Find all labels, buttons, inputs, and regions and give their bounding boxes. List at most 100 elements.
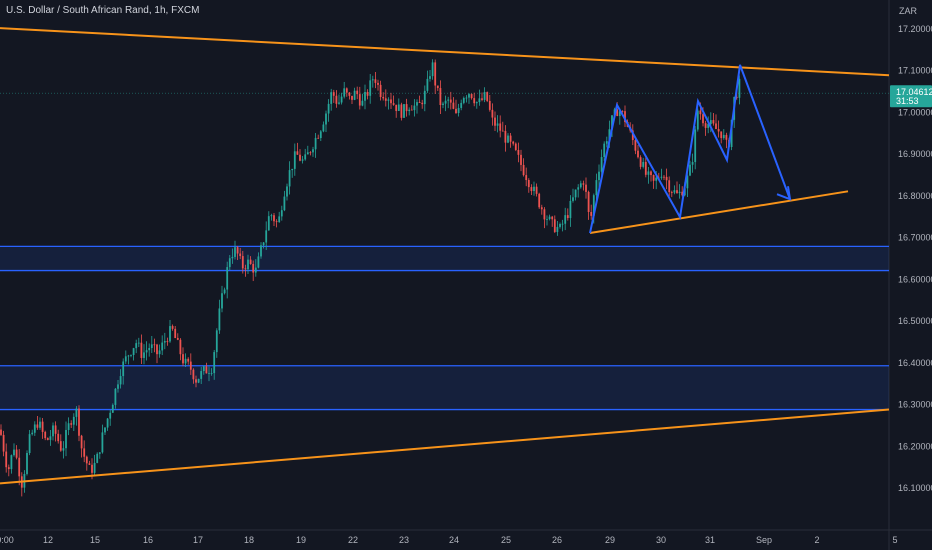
candle-body [720, 131, 723, 139]
candle-body [260, 245, 262, 257]
time-tick-label: 30 [656, 535, 666, 545]
candle-body [514, 143, 517, 150]
candle-body [244, 268, 247, 270]
time-tick-label: 12 [43, 535, 53, 545]
candle-body [426, 78, 429, 91]
candle-body [543, 209, 546, 220]
candle-body [57, 433, 60, 442]
candle-body [452, 102, 455, 109]
candle-body [647, 171, 650, 175]
candle-body [327, 103, 330, 114]
candle-body [130, 354, 132, 356]
trendline [0, 27, 890, 77]
time-tick-label: 29 [605, 535, 615, 545]
candle-body [358, 94, 361, 106]
candle-body [507, 135, 509, 143]
current-price-tag [890, 85, 932, 108]
candle-body [104, 427, 106, 433]
candle-body [504, 130, 507, 143]
candle-body [239, 253, 242, 257]
candle-body [33, 424, 36, 433]
candle-body [197, 378, 200, 383]
candle-body [221, 293, 223, 309]
candle-body [192, 369, 195, 380]
candle-body [335, 95, 338, 104]
candle-body [374, 79, 377, 83]
candle-body [546, 219, 548, 220]
candle-body [26, 452, 28, 474]
candle-body [106, 418, 109, 428]
candle-body [525, 175, 528, 181]
candle-body [418, 102, 421, 103]
candle-body [416, 102, 418, 106]
time-tick-label: 18 [244, 535, 254, 545]
candle-body [611, 115, 613, 130]
candle-body [49, 436, 52, 440]
trendline [589, 190, 849, 235]
candle-body [364, 91, 366, 101]
candle-body [590, 211, 593, 216]
candle-body [309, 152, 312, 154]
candle-body [278, 216, 281, 223]
candle-body [96, 453, 99, 463]
candle-body [681, 191, 684, 196]
chart-title: U.S. Dollar / South African Rand, 1h, FX… [6, 5, 200, 16]
candle-body [275, 221, 278, 223]
candle-body [265, 230, 268, 243]
candle-body [0, 429, 2, 435]
candle-body [377, 82, 379, 85]
candle-body [127, 355, 130, 357]
candle-body [270, 215, 273, 217]
candle-body [644, 161, 647, 175]
candle-body [455, 108, 457, 114]
candle-body [10, 455, 13, 470]
candle-body [322, 124, 325, 132]
price-countdown: 31:53 [896, 96, 919, 106]
candle-body [598, 171, 600, 181]
candle-body [436, 85, 439, 89]
support-zone [0, 365, 889, 410]
candle-body [621, 111, 624, 112]
candle-body [592, 195, 595, 216]
candle-body [572, 197, 574, 201]
candle-body [169, 326, 171, 342]
trendline [0, 408, 890, 485]
candle-body [301, 159, 304, 161]
candle-body [15, 449, 18, 458]
candle-body [72, 416, 75, 425]
candle-body [668, 180, 671, 193]
price-tick-label: 17.20000 [898, 24, 932, 34]
candle-body [564, 215, 567, 224]
candle-body [286, 186, 288, 197]
candle-body [735, 96, 738, 98]
candle-body [98, 452, 101, 454]
candle-body [189, 361, 192, 370]
candle-body [673, 190, 676, 193]
price-tick-label: 16.70000 [898, 233, 932, 243]
candle-body [512, 141, 515, 144]
price-tick-label: 16.10000 [898, 483, 932, 493]
candle-body [670, 192, 673, 193]
candle-body [665, 176, 668, 181]
candle-body [171, 326, 174, 329]
candle-body [44, 431, 47, 439]
time-tick-label: 0:00 [0, 535, 14, 545]
candle-body [566, 215, 569, 219]
candle-body [332, 92, 335, 96]
candle-body [114, 388, 117, 405]
candle-body [179, 339, 182, 355]
candle-body [488, 100, 491, 110]
candle-body [618, 111, 621, 116]
candle-body [80, 435, 83, 449]
candle-body [213, 352, 216, 374]
candle-body [457, 107, 460, 114]
candle-body [215, 330, 218, 353]
candle-body [93, 462, 96, 473]
candle-body [59, 441, 62, 451]
candle-body [538, 193, 541, 208]
candle-body [400, 104, 403, 118]
current-price-value: 17.04612 [896, 87, 932, 97]
candle-body [361, 100, 364, 106]
candle-body [678, 191, 681, 194]
